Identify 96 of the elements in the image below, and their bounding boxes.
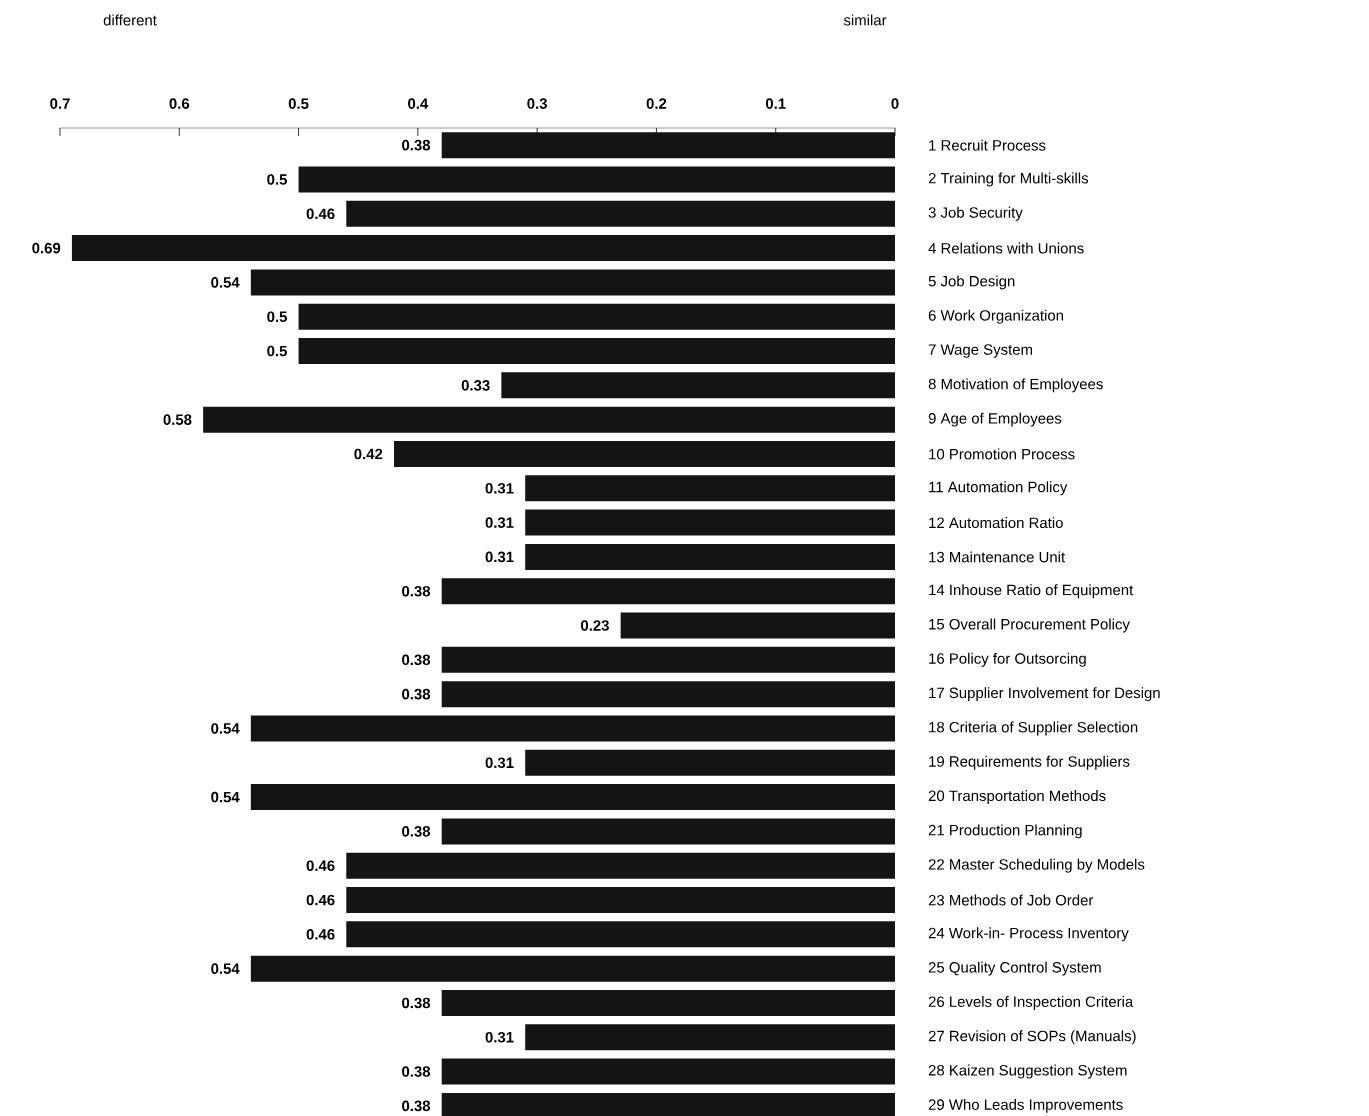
y-tick-label: 6 Work Organization: [928, 309, 1064, 324]
bar: [525, 475, 896, 502]
data-label: 0.38: [402, 654, 431, 666]
bar: [441, 578, 896, 605]
y-tick-label: 28 Kaizen Suggestion System: [928, 1064, 1127, 1079]
bar: [298, 338, 896, 365]
x-tick-label: 0.4: [408, 98, 429, 109]
data-label: 0.54: [211, 277, 240, 288]
x-tick-label: 0: [891, 98, 899, 109]
data-label: 0.54: [211, 963, 240, 974]
bar: [441, 646, 896, 673]
bar: [298, 166, 896, 193]
bar: [441, 818, 896, 845]
bar: [298, 303, 896, 330]
data-label: 0.46: [306, 860, 335, 871]
data-label: 0.38: [402, 826, 431, 837]
bar: [346, 852, 896, 879]
bar: [250, 715, 896, 742]
bar: [203, 406, 896, 433]
y-tick-label: 3 Job Security: [928, 206, 1023, 221]
data-label: 0.46: [306, 208, 335, 220]
data-label: 0.46: [306, 894, 335, 906]
bar: [441, 681, 896, 708]
data-label: 0.42: [354, 448, 383, 460]
y-tick-label: 12 Automation Ratio: [929, 517, 1063, 529]
bar: [394, 440, 896, 467]
y-tick-label: 1 Recruit Process: [929, 139, 1046, 151]
y-tick-label: 17 Supplier Involvement for Design: [929, 687, 1160, 702]
y-tick-label: 10 Promotion Process: [929, 448, 1075, 460]
y-tick-label: 26 Levels of Inspection Criteria: [928, 995, 1134, 1010]
data-label: 0.5: [267, 311, 287, 323]
bar: [441, 132, 896, 159]
data-label: 0.38: [402, 688, 431, 700]
y-tick-label: 11 Automation Policy: [929, 481, 1068, 496]
y-tick-label: 22 Master Scheduling by Models: [928, 858, 1145, 873]
data-label: 0.69: [32, 242, 61, 254]
text: different: [103, 14, 157, 26]
bar: [525, 509, 896, 536]
data-label: 0.31: [485, 551, 514, 563]
bar: [501, 372, 896, 399]
bar: [441, 1058, 896, 1085]
x-tick-label: 0.3: [527, 98, 547, 109]
y-tick-label: 20 Transportation Methods: [928, 790, 1106, 805]
data-label: 0.23: [581, 620, 609, 631]
y-tick-label: 16 Policy for Outsorcing: [929, 652, 1086, 667]
data-label: 0.54: [211, 791, 240, 803]
text: similar: [843, 14, 887, 26]
y-tick-label: 9 Age of Employees: [928, 412, 1062, 427]
data-label: 0.31: [485, 482, 514, 494]
data-label: 0.31: [485, 1031, 514, 1043]
data-label: 0.31: [485, 757, 514, 769]
bar: [525, 749, 896, 776]
y-tick-label: 8 Motivation of Employees: [928, 378, 1103, 393]
data-label: 0.31: [485, 517, 514, 528]
bar: [441, 989, 896, 1016]
x-tick-label: 0.7: [50, 98, 70, 109]
y-tick-label: 4 Relations with Unions: [928, 242, 1084, 254]
x-tick-label: 0.2: [646, 98, 667, 109]
bar: [250, 269, 896, 296]
x-tick-label: 0.1: [765, 98, 786, 109]
bar: [71, 235, 896, 262]
bar: [346, 921, 896, 948]
bar: [525, 1024, 896, 1051]
data-label: 0.38: [402, 1066, 431, 1077]
data-label: 0.38: [402, 139, 431, 151]
y-tick-label: 5 Job Design: [928, 275, 1015, 290]
y-tick-label: 7 Wage System: [928, 344, 1032, 358]
y-tick-label: 23 Methods of Job Order: [928, 894, 1094, 906]
y-tick-label: 14 Inhouse Ratio of Equipment: [929, 584, 1134, 599]
y-tick-label: 19 Requirements for Suppliers: [929, 755, 1130, 770]
data-label: 0.5: [267, 174, 287, 185]
y-tick-label: 18 Criteria of Supplier Selection: [929, 721, 1138, 736]
data-label: 0.5: [267, 345, 287, 357]
data-label: 0.38: [402, 997, 431, 1009]
data-label: 0.46: [306, 929, 335, 940]
y-tick-label: 29 Who Leads Improvements: [928, 1098, 1123, 1113]
data-label: 0.33: [461, 380, 490, 391]
y-tick-label: 15 Overall Procurement Policy: [929, 618, 1130, 633]
y-tick-label: 21 Production Planning: [928, 824, 1082, 839]
x-tick-label: 0.6: [169, 98, 190, 109]
y-tick-label: 27 Revision of SOPs (Manuals): [928, 1030, 1136, 1045]
bar: [250, 784, 896, 811]
y-tick-label: 2 Training for Multi-skills: [928, 172, 1089, 187]
y-tick-label: 24 Work-in- Process Inventory: [928, 927, 1129, 942]
data-label: 0.58: [163, 414, 192, 425]
bar: [525, 543, 896, 570]
bar: [620, 612, 896, 639]
data-label: 0.54: [211, 723, 240, 734]
bar: [346, 887, 896, 914]
data-label: 0.38: [402, 585, 431, 597]
y-tick-label: 25 Quality Control System: [928, 961, 1101, 976]
x-tick-label: 0.5: [288, 98, 309, 109]
y-tick-label: 13 Maintenance Unit: [929, 551, 1066, 563]
bar: [346, 200, 896, 227]
data-label: 0.38: [402, 1100, 431, 1112]
bar: [250, 955, 896, 982]
